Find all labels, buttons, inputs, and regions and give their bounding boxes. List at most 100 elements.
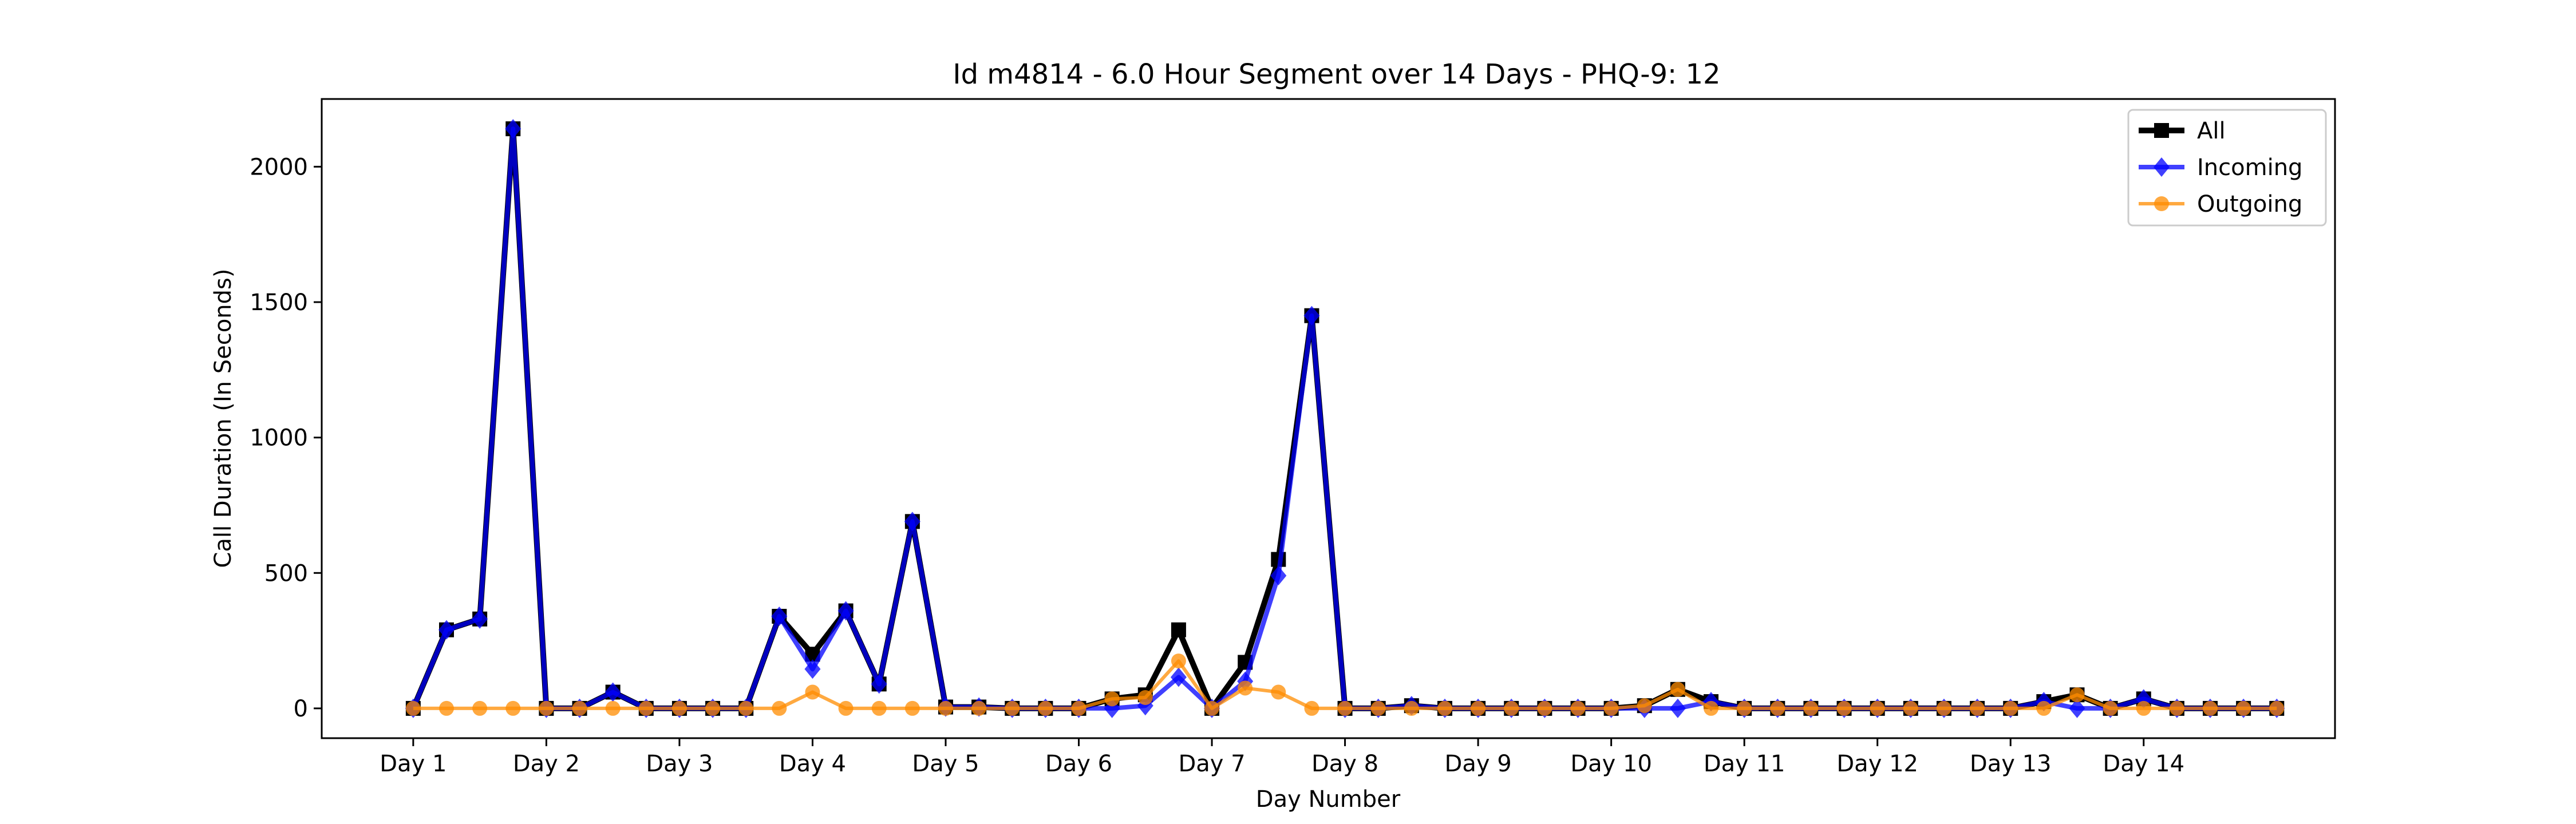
- x-axis: Day 1 Day 2 Day 3 Day 4 Day 5 Day 6 Day 7 Day 8…: [380, 738, 2184, 777]
- y-tick-label: 2000: [250, 154, 308, 180]
- point-outgoing: [438, 700, 454, 716]
- point-outgoing: [1770, 700, 1785, 716]
- x-tick-label: Day 2: [513, 751, 580, 777]
- point-incoming: [871, 674, 887, 694]
- point-outgoing: [1504, 700, 1519, 716]
- point-outgoing: [805, 684, 820, 700]
- series-all: [405, 121, 2285, 716]
- point-outgoing: [1970, 700, 1985, 716]
- point-outgoing: [2203, 700, 2218, 716]
- point-outgoing: [1137, 690, 1153, 706]
- legend: All Incoming Outgoing: [2127, 109, 2327, 227]
- series-line-all: [410, 126, 2277, 711]
- point-outgoing: [472, 700, 488, 716]
- point-incoming: [1170, 667, 1187, 687]
- point-outgoing: [1171, 653, 1186, 669]
- point-outgoing: [705, 700, 721, 716]
- legend-marker-incoming: [2154, 157, 2170, 177]
- point-outgoing: [572, 700, 587, 716]
- point-outgoing: [2169, 700, 2184, 716]
- point-outgoing: [1737, 700, 1752, 716]
- point-outgoing: [772, 700, 787, 716]
- x-tick-label: Day 8: [1311, 751, 1378, 777]
- point-outgoing: [1204, 700, 1220, 716]
- point-outgoing: [405, 700, 421, 716]
- point-outgoing: [1370, 700, 1386, 716]
- legend-marker-outgoing: [2154, 196, 2169, 211]
- point-incoming: [2069, 698, 2085, 718]
- series-layer: [405, 119, 2285, 718]
- x-tick-label: Day 4: [779, 751, 846, 777]
- x-tick-label: Day 14: [2103, 751, 2184, 777]
- point-outgoing: [2136, 700, 2151, 716]
- point-outgoing: [971, 700, 987, 716]
- point-outgoing: [1471, 700, 1486, 716]
- point-incoming: [837, 601, 854, 621]
- legend-box: [2127, 109, 2327, 227]
- point-outgoing: [2036, 700, 2052, 716]
- point-outgoing: [1238, 680, 1253, 696]
- point-incoming: [1270, 566, 1287, 586]
- point-outgoing: [1870, 700, 1885, 716]
- x-tick-label: Day 11: [1704, 751, 1785, 777]
- point-outgoing: [2236, 700, 2251, 716]
- point-incoming: [1303, 306, 1320, 326]
- point-outgoing: [1404, 700, 1419, 716]
- point-outgoing: [671, 700, 687, 716]
- legend-label-outgoing: Outgoing: [2197, 191, 2302, 217]
- point-incoming: [505, 119, 521, 139]
- point-incoming: [804, 659, 821, 679]
- x-tick-label: Day 1: [380, 751, 447, 777]
- point-outgoing: [1704, 700, 1719, 716]
- x-tick-label: Day 7: [1178, 751, 1245, 777]
- legend-item-all: All: [2139, 118, 2226, 144]
- point-outgoing: [1071, 700, 1086, 716]
- point-outgoing: [1304, 700, 1319, 716]
- x-tick-label: Day 6: [1045, 751, 1112, 777]
- point-all: [1171, 622, 1186, 637]
- point-outgoing: [1903, 700, 1918, 716]
- point-outgoing: [1836, 700, 1852, 716]
- series-outgoing: [405, 653, 2285, 716]
- point-outgoing: [838, 700, 854, 716]
- point-outgoing: [738, 700, 754, 716]
- point-outgoing: [1670, 682, 1685, 697]
- chart-title: Id m4814 - 6.0 Hour Segment over 14 Days…: [953, 58, 1720, 90]
- point-incoming: [438, 620, 455, 640]
- point-outgoing: [2069, 687, 2085, 703]
- y-tick-label: 500: [264, 560, 308, 587]
- series-line-incoming: [411, 126, 2277, 711]
- point-incoming: [771, 607, 788, 627]
- point-outgoing: [1005, 700, 1020, 716]
- point-incoming: [472, 609, 488, 629]
- x-tick-label: Day 9: [1445, 751, 1512, 777]
- point-outgoing: [1271, 684, 1286, 700]
- series-incoming: [405, 119, 2285, 718]
- plot-area-frame: [321, 98, 2336, 739]
- legend-item-outgoing: Outgoing: [2139, 191, 2302, 217]
- point-outgoing: [904, 700, 920, 716]
- point-incoming: [1669, 698, 1686, 718]
- x-tick-label: Day 5: [912, 751, 979, 777]
- point-outgoing: [1637, 698, 1652, 714]
- point-outgoing: [539, 700, 554, 716]
- y-tick-label: 1000: [250, 425, 308, 451]
- point-outgoing: [1038, 700, 1053, 716]
- x-tick-label: Day 13: [1970, 751, 2052, 777]
- point-outgoing: [2103, 700, 2118, 716]
- point-outgoing: [1570, 700, 1586, 716]
- point-outgoing: [1537, 700, 1552, 716]
- y-tick-label: 0: [294, 696, 308, 722]
- legend-label-incoming: Incoming: [2197, 154, 2302, 181]
- point-outgoing: [1603, 700, 1619, 716]
- point-incoming: [904, 512, 920, 532]
- x-tick-label: Day 3: [646, 751, 713, 777]
- point-outgoing: [2003, 700, 2018, 716]
- point-outgoing: [1803, 700, 1819, 716]
- point-outgoing: [1337, 700, 1353, 716]
- legend-label-all: All: [2197, 118, 2226, 144]
- y-axis-label: Call Duration (In Seconds): [210, 269, 236, 568]
- point-outgoing: [638, 700, 654, 716]
- legend-item-incoming: Incoming: [2139, 154, 2302, 181]
